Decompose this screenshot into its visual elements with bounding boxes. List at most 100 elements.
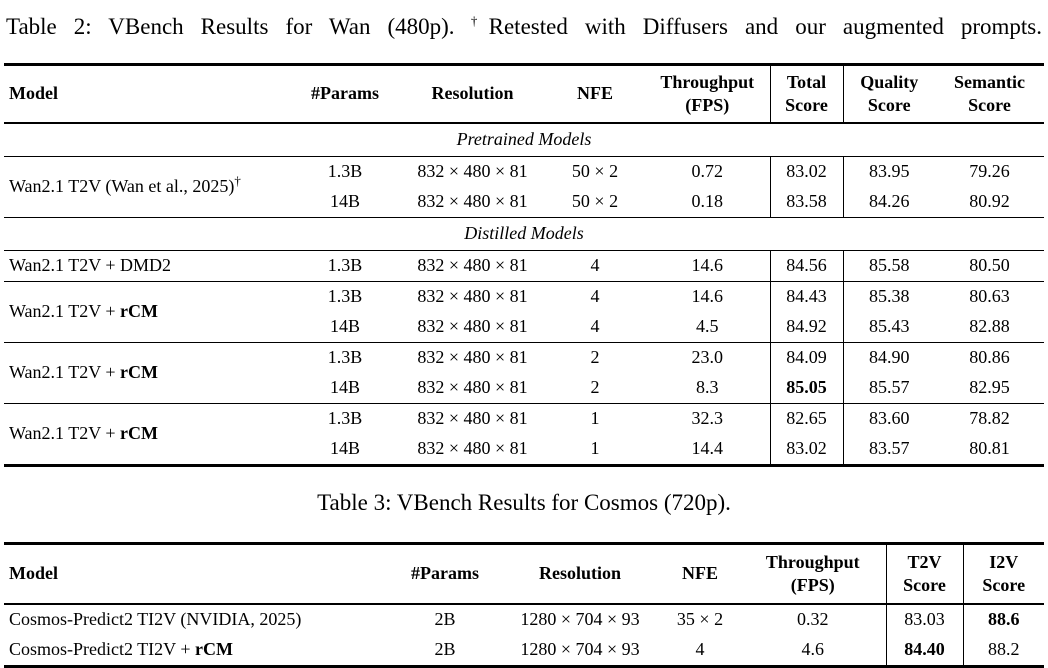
cell-fps: 23.0 (691, 347, 724, 368)
col-header-resolution: Resolution (538, 563, 621, 584)
cell-fps: 0.18 (691, 191, 724, 212)
model-name: Cosmos-Predict2 TI2V + rCM (4, 635, 390, 667)
cell-quality-score: 83.95 (842, 156, 935, 187)
model-name-text: Cosmos-Predict2 TI2V + (9, 639, 195, 660)
cell-nfe: 4 (590, 316, 600, 337)
cell-nfe: 1 (590, 438, 600, 459)
table3-header-row: Model #Params Resolution NFE Throughput(… (4, 543, 1044, 604)
table2-caption: Table 2: VBench Results for Wan (480p). †… (6, 12, 1042, 42)
cell-semantic-score: 82.88 (969, 316, 1010, 337)
table-row: Wan2.1 T2V + DMD2 1.3B 832 × 480 × 81 4 … (4, 250, 1044, 282)
cell-params: 1.3B (327, 161, 363, 182)
table-row: Wan2.1 T2V + rCM 1.3B 832 × 480 × 81 2 2… (4, 342, 1044, 382)
cell-quality-score: 83.60 (842, 403, 935, 434)
model-name: Wan2.1 T2V + rCM (4, 282, 290, 343)
cell-params: 1.3B (327, 408, 363, 429)
cell-semantic-score: 80.50 (969, 255, 1010, 276)
cell-semantic-score: 80.81 (969, 438, 1010, 459)
col-header-total-score: Total Score (769, 64, 843, 123)
table2-caption-main: Table 2: VBench Results for Wan (480p). (6, 14, 455, 39)
cell-total-score: 82.65 (769, 403, 843, 434)
cell-params: 1.3B (327, 255, 363, 276)
model-name-text: Wan2.1 T2V (Wan et al., 2025) (9, 176, 235, 197)
table-row: 14B 832 × 480 × 81 50 × 2 0.18 83.58 84.… (4, 187, 1044, 218)
col-header-params: #Params (311, 83, 379, 104)
cell-fps: 0.72 (691, 161, 724, 182)
cell-params: 14B (329, 438, 360, 459)
cell-params: 14B (329, 191, 360, 212)
cell-quality-score: 85.57 (842, 373, 935, 404)
table3-vbench-cosmos: Model #Params Resolution NFE Throughput(… (4, 542, 1044, 668)
cell-i2v-score: 88.2 (962, 635, 1044, 667)
section-pretrained: Pretrained Models (4, 123, 1044, 157)
section-distilled: Distilled Models (4, 218, 1044, 251)
cell-i2v-score-best: 88.6 (962, 604, 1044, 635)
cell-total-score: 84.43 (769, 281, 843, 312)
cell-resolution: 832 × 480 × 81 (417, 255, 528, 276)
cell-resolution: 832 × 480 × 81 (417, 408, 528, 429)
cell-semantic-score: 82.95 (969, 377, 1010, 398)
model-name-bold: rCM (120, 362, 159, 383)
cell-nfe: 2 (590, 347, 600, 368)
cell-resolution: 832 × 480 × 81 (417, 347, 528, 368)
group-wan-pretrained: Wan2.1 T2V (Wan et al., 2025)† 1.3B 832 … (4, 156, 1044, 218)
cell-params: 14B (329, 377, 360, 398)
cell-nfe: 35 × 2 (676, 609, 724, 630)
section-label: Pretrained Models (456, 129, 592, 150)
table2-vbench-wan: Model #Params Resolution NFE Throughput(… (4, 63, 1044, 467)
col-header-model: Model (9, 83, 58, 104)
cell-total-score-best: 85.05 (769, 373, 843, 404)
table2-header-row: Model #Params Resolution NFE Throughput(… (4, 64, 1044, 123)
cell-params: 1.3B (327, 286, 363, 307)
cell-fps: 0.32 (797, 609, 829, 630)
cell-nfe: 50 × 2 (571, 161, 619, 182)
cell-params: 2B (434, 639, 456, 660)
cell-nfe: 2 (590, 377, 600, 398)
model-name-text: Cosmos-Predict2 TI2V (NVIDIA, 2025) (9, 609, 302, 630)
cell-resolution: 832 × 480 × 81 (417, 316, 528, 337)
cell-nfe: 4 (590, 286, 600, 307)
cell-semantic-score: 80.86 (969, 347, 1010, 368)
cell-params: 1.3B (327, 347, 363, 368)
col-header-t2v-score: T2V Score (885, 543, 963, 604)
cell-total-score: 83.58 (769, 187, 843, 218)
cell-fps: 32.3 (691, 408, 724, 429)
cell-fps: 8.3 (696, 377, 719, 398)
cell-t2v-score: 83.03 (885, 604, 963, 635)
cell-nfe: 1 (590, 408, 600, 429)
group-wan-rcm-nfe2: Wan2.1 T2V + rCM 1.3B 832 × 480 × 81 2 2… (4, 342, 1044, 404)
model-name: Wan2.1 T2V + rCM (4, 343, 290, 404)
model-name: Cosmos-Predict2 TI2V (NVIDIA, 2025) (4, 604, 390, 635)
cell-semantic-score: 80.63 (969, 286, 1010, 307)
col-header-resolution: Resolution (431, 83, 514, 104)
cell-fps: 14.6 (691, 286, 724, 307)
col-header-params: #Params (411, 563, 479, 584)
cell-fps: 14.6 (691, 255, 724, 276)
group-wan-rcm-nfe4: Wan2.1 T2V + rCM 1.3B 832 × 480 × 81 4 1… (4, 281, 1044, 343)
cell-fps: 14.4 (691, 438, 724, 459)
cell-quality-score: 83.57 (842, 434, 935, 466)
cell-params: 14B (329, 316, 360, 337)
model-name-text: Wan2.1 T2V + (9, 362, 121, 383)
model-name-text: Wan2.1 T2V + (9, 423, 121, 444)
col-header-nfe: NFE (682, 563, 718, 584)
table-row: Cosmos-Predict2 TI2V + rCM 2B 1280 × 704… (4, 635, 1044, 667)
col-header-semantic-score: Semantic Score (954, 71, 1025, 115)
col-header-throughput: Throughput (FPS) (765, 551, 860, 595)
table-row: 14B 832 × 480 × 81 4 4.5 84.92 85.43 82.… (4, 312, 1044, 343)
cell-resolution: 832 × 480 × 81 (417, 286, 528, 307)
cell-total-score: 84.56 (769, 250, 843, 282)
dagger-mark: † (459, 13, 489, 29)
model-name: Wan2.1 T2V (Wan et al., 2025)† (4, 157, 290, 218)
col-header-quality-score: Quality Score (842, 64, 935, 123)
table-row: 14B 832 × 480 × 81 2 8.3 85.05 85.57 82.… (4, 373, 1044, 404)
cell-resolution: 1280 × 704 × 93 (520, 609, 640, 630)
cell-total-score: 83.02 (769, 434, 843, 466)
cell-nfe: 4 (695, 639, 705, 660)
table-row: Wan2.1 T2V (Wan et al., 2025)† 1.3B 832 … (4, 156, 1044, 196)
cell-total-score: 84.92 (769, 312, 843, 343)
model-name-text: Wan2.1 T2V + DMD2 (9, 255, 172, 276)
table-row: Wan2.1 T2V + rCM 1.3B 832 × 480 × 81 1 3… (4, 403, 1044, 443)
model-name-bold: rCM (195, 639, 233, 660)
cell-nfe: 50 × 2 (571, 191, 619, 212)
